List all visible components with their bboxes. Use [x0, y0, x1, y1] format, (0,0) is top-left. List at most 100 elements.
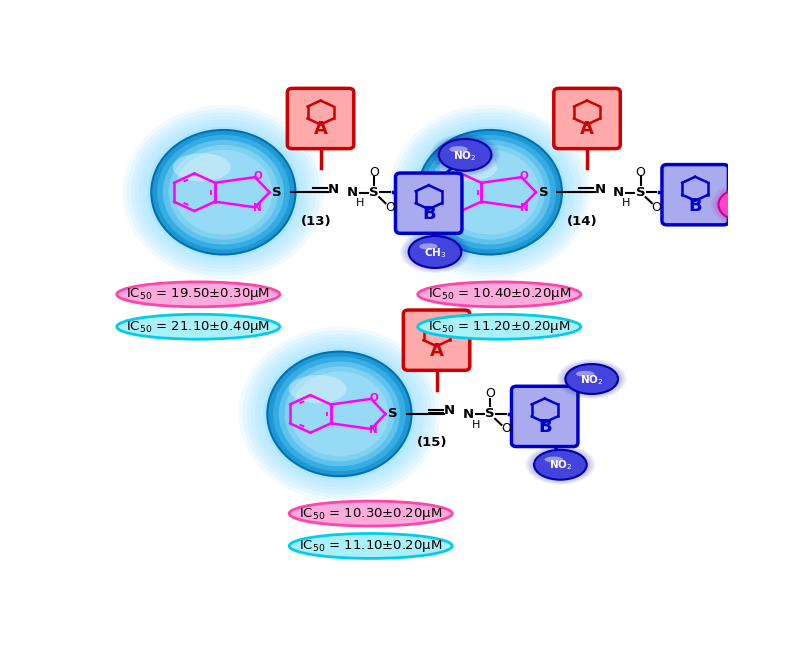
Ellipse shape	[267, 352, 412, 476]
Text: (15): (15)	[417, 436, 447, 449]
Ellipse shape	[279, 362, 400, 466]
Ellipse shape	[151, 130, 295, 254]
Text: B: B	[538, 419, 552, 436]
Text: A: A	[314, 120, 328, 138]
FancyBboxPatch shape	[662, 164, 728, 225]
Ellipse shape	[713, 185, 772, 225]
Ellipse shape	[289, 375, 346, 403]
Ellipse shape	[417, 314, 581, 339]
Ellipse shape	[435, 145, 544, 239]
Ellipse shape	[157, 135, 290, 250]
FancyBboxPatch shape	[396, 173, 462, 234]
Ellipse shape	[441, 150, 539, 235]
FancyBboxPatch shape	[554, 89, 621, 149]
FancyBboxPatch shape	[287, 89, 354, 149]
Text: IC$_{50}$ = 19.50±0.30μM: IC$_{50}$ = 19.50±0.30μM	[126, 287, 270, 302]
Text: Cl: Cl	[735, 199, 749, 212]
Text: S: S	[370, 186, 379, 199]
Text: A: A	[430, 342, 443, 360]
Ellipse shape	[449, 146, 468, 153]
Ellipse shape	[143, 123, 303, 261]
Ellipse shape	[434, 137, 496, 173]
Text: O: O	[485, 388, 495, 400]
Text: (13): (13)	[301, 215, 331, 228]
Ellipse shape	[168, 145, 278, 239]
Text: O: O	[385, 201, 395, 214]
Ellipse shape	[116, 314, 280, 339]
Text: O: O	[369, 166, 379, 179]
Text: N: N	[253, 203, 262, 214]
Ellipse shape	[728, 196, 744, 203]
Ellipse shape	[430, 134, 500, 176]
Ellipse shape	[417, 130, 562, 254]
Ellipse shape	[559, 360, 625, 397]
Ellipse shape	[139, 119, 308, 265]
Text: NO$_2$: NO$_2$	[453, 149, 477, 162]
Text: H: H	[356, 198, 364, 208]
Text: N: N	[369, 425, 378, 435]
Text: O: O	[501, 422, 510, 435]
Ellipse shape	[400, 231, 470, 273]
Text: H: H	[472, 420, 480, 430]
Ellipse shape	[530, 447, 591, 482]
Ellipse shape	[563, 363, 621, 395]
Text: IC$_{50}$ = 11.20±0.20μM: IC$_{50}$ = 11.20±0.20μM	[428, 319, 570, 334]
Text: (14): (14)	[567, 215, 598, 228]
Text: S: S	[539, 186, 549, 199]
Text: NO$_2$: NO$_2$	[549, 459, 572, 472]
Ellipse shape	[526, 445, 595, 485]
Text: O: O	[651, 201, 661, 214]
Text: N: N	[347, 186, 358, 199]
Text: N: N	[613, 186, 625, 199]
Ellipse shape	[263, 348, 416, 480]
Text: IC$_{50}$ = 21.10±0.40μM: IC$_{50}$ = 21.10±0.40μM	[126, 319, 270, 334]
Ellipse shape	[402, 232, 468, 272]
Text: N: N	[595, 182, 605, 196]
Text: S: S	[272, 186, 282, 199]
Text: S: S	[485, 408, 495, 421]
Text: NO$_2$: NO$_2$	[580, 373, 604, 387]
Ellipse shape	[405, 119, 574, 265]
Ellipse shape	[239, 327, 440, 501]
Ellipse shape	[527, 446, 593, 483]
Ellipse shape	[251, 338, 428, 490]
Ellipse shape	[163, 140, 284, 245]
Ellipse shape	[393, 109, 587, 276]
Ellipse shape	[576, 371, 595, 377]
Ellipse shape	[116, 282, 280, 307]
Text: CH$_3$: CH$_3$	[424, 246, 447, 259]
Ellipse shape	[544, 457, 563, 463]
Ellipse shape	[135, 116, 312, 269]
Ellipse shape	[714, 186, 770, 223]
Text: O: O	[369, 393, 378, 403]
Ellipse shape	[433, 135, 498, 175]
Text: IC$_{50}$ = 11.10±0.20μM: IC$_{50}$ = 11.10±0.20μM	[299, 538, 443, 554]
Ellipse shape	[534, 450, 587, 479]
Ellipse shape	[289, 501, 452, 526]
Text: O: O	[253, 171, 262, 181]
Ellipse shape	[437, 138, 493, 172]
Ellipse shape	[409, 236, 461, 268]
Ellipse shape	[290, 371, 388, 456]
Ellipse shape	[401, 116, 578, 269]
Ellipse shape	[413, 126, 566, 258]
Text: N: N	[444, 404, 455, 417]
Ellipse shape	[404, 234, 465, 270]
Ellipse shape	[173, 153, 231, 181]
Text: B: B	[688, 197, 702, 215]
Ellipse shape	[126, 109, 320, 276]
Ellipse shape	[175, 150, 273, 235]
Ellipse shape	[718, 189, 766, 221]
Text: S: S	[636, 186, 646, 199]
Text: N: N	[328, 182, 339, 196]
Ellipse shape	[407, 235, 464, 269]
Ellipse shape	[417, 282, 581, 307]
Ellipse shape	[438, 139, 491, 171]
Ellipse shape	[717, 188, 768, 222]
Ellipse shape	[267, 352, 412, 476]
Ellipse shape	[147, 126, 299, 258]
Text: H: H	[622, 198, 630, 208]
Ellipse shape	[122, 105, 324, 280]
Ellipse shape	[273, 356, 405, 471]
Ellipse shape	[711, 184, 773, 226]
